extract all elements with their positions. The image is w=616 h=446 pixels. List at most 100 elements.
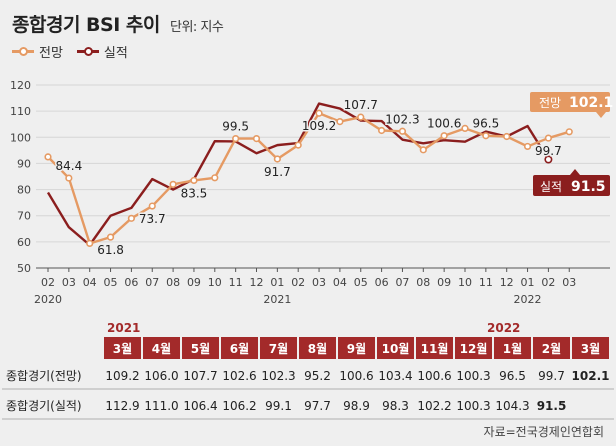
table-cell: 102.6 — [222, 369, 256, 383]
forecast-point — [106, 233, 115, 241]
month-header: 11월 — [421, 341, 449, 356]
x-tick-label: 04 — [83, 276, 97, 289]
x-tick-label: 09 — [437, 276, 451, 289]
legend-forecast-label: 전망 — [39, 46, 63, 61]
month-header: 5월 — [191, 341, 210, 356]
table-cell: 112.9 — [105, 399, 139, 413]
x-tick-label: 08 — [416, 276, 430, 289]
y-tick-label: 100 — [10, 131, 31, 144]
value-label: 107.7 — [344, 98, 378, 112]
x-tick-label: 04 — [333, 276, 347, 289]
value-label: 84.4 — [55, 159, 82, 173]
x-tick-label: 02 — [291, 276, 305, 289]
x-tick-label: 02 — [541, 276, 555, 289]
x-tick-label: 06 — [375, 276, 389, 289]
chart-title-text: 종합경기 BSI 추이 — [12, 14, 160, 36]
forecast-point — [44, 153, 52, 161]
month-header-cell — [299, 337, 336, 359]
forecast-point — [544, 134, 553, 142]
legend-actual-label: 실적 — [103, 46, 128, 61]
value-label: 96.5 — [472, 117, 499, 131]
forecast-point — [482, 132, 490, 140]
month-header-cell — [182, 337, 219, 359]
forecast-point — [315, 109, 323, 117]
table-cell: 98.3 — [382, 399, 409, 413]
forecast-point — [357, 113, 365, 121]
x-tick-label: 12 — [250, 276, 264, 289]
table-cell: 109.2 — [105, 369, 139, 383]
table-cell: 106.2 — [222, 399, 256, 413]
table-cell: 102.1 — [572, 369, 610, 383]
table-cell: 106.0 — [144, 369, 178, 383]
y-tick-label: 70 — [17, 210, 31, 223]
x-tick-label: 01 — [521, 276, 535, 289]
x-tick-label: 08 — [166, 276, 180, 289]
month-header: 10월 — [382, 341, 410, 356]
year-label-2021: 2021 — [107, 321, 140, 335]
value-label: 102.3 — [385, 112, 419, 126]
value-label: 100.6 — [427, 117, 461, 131]
row-label: 종합경기(전망) — [6, 369, 82, 383]
value-label: 99.7 — [535, 144, 562, 158]
x-tick-label: 03 — [312, 276, 326, 289]
forecast-callout-box — [530, 92, 610, 112]
forecast-point — [294, 141, 302, 149]
y-tick-label: 50 — [17, 262, 31, 275]
value-label: 109.2 — [302, 119, 336, 133]
value-label: 83.5 — [181, 186, 208, 200]
x-tick-label: 05 — [104, 276, 118, 289]
month-header: 7월 — [269, 341, 288, 356]
unit-label: 단위: 지수 — [169, 20, 224, 35]
actual-point — [544, 155, 553, 164]
value-label: 99.5 — [222, 120, 249, 134]
y-tick-label: 80 — [17, 184, 31, 197]
table-cell: 100.3 — [456, 369, 490, 383]
forecast-point — [148, 202, 156, 210]
source-note: 자료=전국경제인연합회 — [483, 425, 604, 439]
table-cell: 100.6 — [339, 369, 373, 383]
series-forecast-line — [47, 112, 570, 245]
line-chart: 50 60 70 80 90 100 110 120 02 03 04 05 06 07 08 09 10 11 1… — [10, 79, 613, 306]
table-cell: 91.5 — [537, 399, 567, 413]
month-header-cell — [260, 337, 297, 359]
forecast-point — [398, 127, 407, 135]
year-label-2022: 2022 — [487, 321, 520, 335]
month-header: 8월 — [308, 341, 327, 356]
x-tick-label: 12 — [500, 276, 514, 289]
chart-title: 종합경기 BSI 추이 단위: 지수 — [12, 10, 224, 37]
value-label: 91.7 — [264, 165, 291, 179]
forecast-callout-pointer — [596, 112, 606, 118]
legend-actual-line — [76, 47, 99, 56]
table-cell: 100.6 — [417, 369, 451, 383]
table-cell: 103.4 — [378, 369, 412, 383]
month-header: 2월 — [542, 341, 561, 356]
forecast-point — [190, 176, 198, 185]
month-header: 9월 — [347, 341, 366, 356]
month-header-cell — [416, 337, 453, 359]
forecast-point — [252, 134, 261, 143]
y-tick-label: 110 — [10, 105, 31, 118]
table-cell: 98.9 — [343, 399, 370, 413]
month-header-cell — [572, 337, 609, 359]
value-label: 61.8 — [97, 243, 124, 257]
forecast-point — [86, 239, 94, 248]
table-cell: 95.2 — [304, 369, 331, 383]
month-header-cell — [143, 337, 180, 359]
month-header: 3월 — [581, 341, 600, 356]
value-label: 73.7 — [139, 212, 166, 226]
table-cell: 100.3 — [456, 399, 490, 413]
forecast-point — [565, 128, 573, 136]
x-year-label: 2022 — [514, 293, 542, 306]
actual-callout: 실적 91.5 — [533, 169, 610, 196]
x-year-label: 2020 — [34, 293, 62, 306]
table-cell: 107.7 — [183, 369, 217, 383]
x-tick-label: 02 — [41, 276, 55, 289]
month-header: 12월 — [460, 341, 488, 356]
forecast-point — [503, 132, 511, 141]
forecast-point — [232, 134, 240, 143]
x-tick-label: 11 — [479, 276, 493, 289]
x-tick-label: 03 — [562, 276, 576, 289]
month-header: 4월 — [152, 341, 171, 356]
x-year-label: 2021 — [263, 293, 291, 306]
x-tick-label: 07 — [395, 276, 409, 289]
